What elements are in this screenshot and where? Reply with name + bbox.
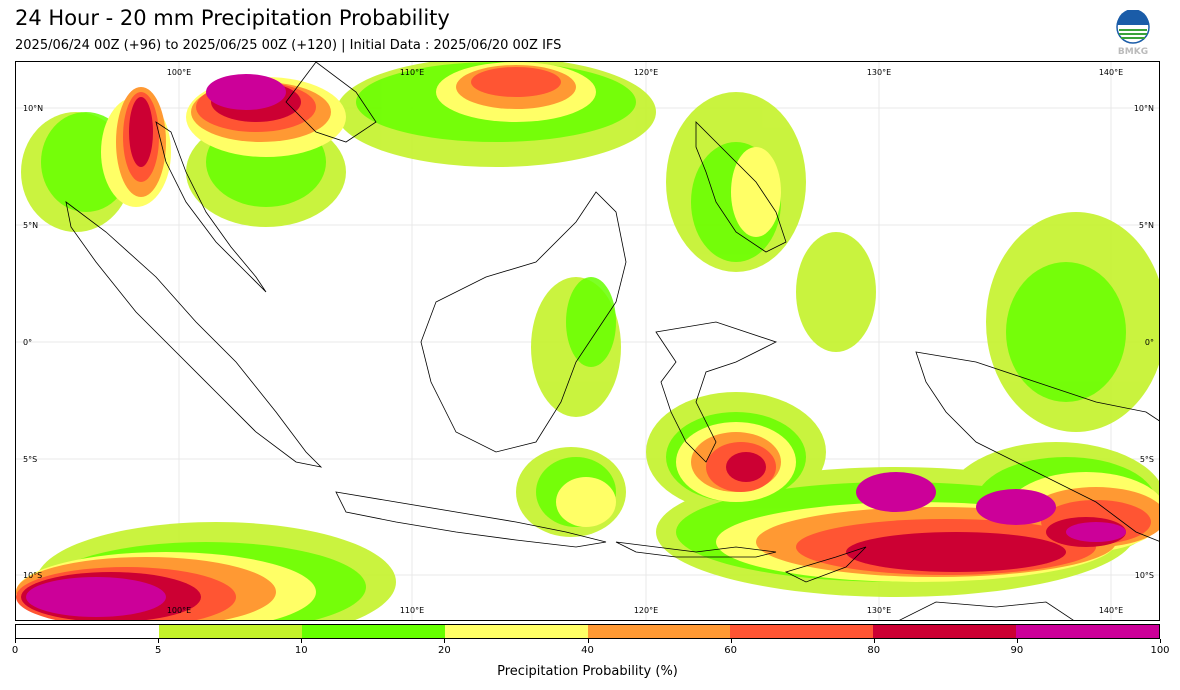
colorbar-segment (158, 625, 302, 638)
colorbar-tick-label: 10 (294, 645, 308, 656)
chart-title: 24 Hour - 20 mm Precipitation Probabilit… (15, 6, 450, 30)
lat-label: 0° (1145, 338, 1154, 347)
lon-label: 110°E (400, 606, 424, 615)
colorbar (15, 624, 1160, 639)
longitude-labels-top: 100°E 110°E 120°E 130°E 140°E (167, 68, 1123, 77)
colorbar-segment (587, 625, 731, 638)
lon-label: 100°E (167, 606, 191, 615)
colorbar-segment (873, 625, 1017, 638)
colorbar-tick (587, 639, 589, 643)
lon-label: 130°E (867, 68, 891, 77)
colorbar-tick (15, 639, 16, 643)
lon-label: 140°E (1099, 68, 1123, 77)
lon-label: 110°E (400, 68, 424, 77)
colorbar-tick (301, 639, 303, 643)
colorbar-segment (730, 625, 874, 638)
colorbar-tick (444, 639, 446, 643)
coastlines (65, 62, 1159, 620)
probability-field (16, 62, 1159, 620)
colorbar-tick-label: 80 (867, 645, 881, 656)
lon-label: 140°E (1099, 606, 1123, 615)
longitude-labels-bottom: 100°E 110°E 120°E 130°E 140°E (167, 606, 1123, 615)
lat-label: 5°S (1140, 455, 1154, 464)
bmkg-logo: BMKG (1113, 9, 1153, 57)
lat-label: 10°S (1135, 571, 1154, 580)
colorbar-segment (301, 625, 445, 638)
lat-label: 5°N (1139, 221, 1154, 230)
lon-label: 100°E (167, 68, 191, 77)
colorbar-ticks: 0 5 10 20 40 60 80 90 100 (11, 639, 1170, 659)
colorbar-tick (730, 639, 732, 643)
map-canvas: 100°E 110°E 120°E 130°E 140°E 100°E 110°… (16, 62, 1159, 620)
colorbar-tick (873, 639, 875, 643)
lat-label: 5°S (23, 455, 37, 464)
lat-label: 5°N (23, 221, 38, 230)
lon-label: 120°E (634, 606, 658, 615)
lat-label: 10°N (23, 104, 43, 113)
colorbar-tick (1016, 639, 1018, 643)
colorbar-tick-label: 5 (154, 645, 162, 656)
colorbar-tick-label: 60 (724, 645, 737, 656)
colorbar-label: Precipitation Probability (%) (497, 664, 678, 679)
colorbar-tick-label: 20 (438, 645, 451, 656)
latitude-labels-left: 10°N 5°N 0° 5°S 10°S (23, 104, 43, 580)
colorbar-tick (158, 639, 160, 643)
lat-label: 0° (23, 338, 32, 347)
lon-label: 130°E (867, 606, 891, 615)
logo-text: BMKG (1118, 47, 1148, 56)
chart-subtitle: 2025/06/24 00Z (+96) to 2025/06/25 00Z (… (15, 38, 562, 53)
precipitation-map: 100°E 110°E 120°E 130°E 140°E 100°E 110°… (15, 61, 1160, 621)
lon-label: 120°E (634, 68, 658, 77)
colorbar-tick (1160, 639, 1161, 643)
lat-label: 10°N (1134, 104, 1154, 113)
colorbar-segment (16, 625, 159, 638)
colorbar-tick-label: 90 (1010, 645, 1024, 656)
colorbar-segment (1016, 625, 1159, 638)
colorbar-tick-label: 0 (11, 645, 19, 656)
colorbar-segment (444, 625, 588, 638)
lat-label: 10°S (23, 571, 42, 580)
latitude-labels-right: 10°N 5°N 0° 5°S 10°S (1134, 104, 1154, 580)
colorbar-tick-label: 40 (581, 645, 594, 656)
colorbar-tick-label: 100 (1150, 645, 1170, 656)
